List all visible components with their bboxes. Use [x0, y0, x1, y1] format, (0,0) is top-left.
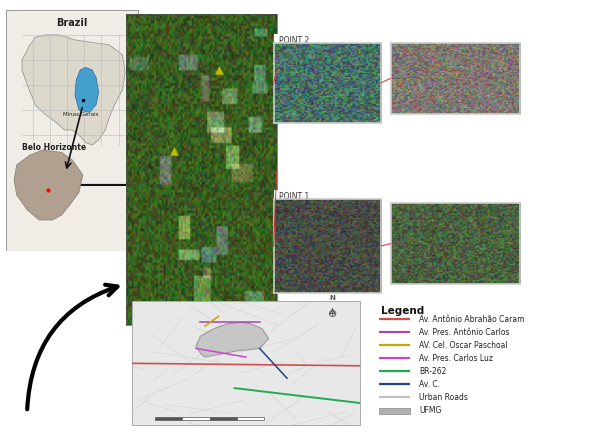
Text: Av. Pres. Carlos Luz: Av. Pres. Carlos Luz	[419, 353, 493, 362]
Text: Belo Horizonte: Belo Horizonte	[22, 143, 86, 152]
Bar	[210, 417, 237, 421]
Text: POINT 1: POINT 1	[279, 192, 309, 201]
Text: N: N	[330, 294, 335, 300]
Text: UFMG: UFMG	[419, 405, 442, 414]
Polygon shape	[22, 36, 125, 145]
Text: POINT 2: POINT 2	[279, 36, 309, 45]
Text: Minas Gerais: Minas Gerais	[63, 112, 98, 117]
Text: AV. Cel. Oscar Paschoal: AV. Cel. Oscar Paschoal	[419, 340, 508, 349]
Text: Legend: Legend	[381, 306, 424, 316]
Text: BR-262: BR-262	[419, 366, 446, 375]
Polygon shape	[196, 322, 269, 357]
Bar	[379, 408, 410, 414]
Text: Av. Antônio Abrahão Caram: Av. Antônio Abrahão Caram	[419, 315, 525, 323]
Bar	[155, 417, 182, 421]
Text: ⊕: ⊕	[328, 308, 337, 318]
Bar	[237, 417, 264, 421]
Text: Av. Pres. Antônio Carlos: Av. Pres. Antônio Carlos	[419, 327, 510, 336]
Polygon shape	[75, 68, 98, 113]
Polygon shape	[14, 151, 83, 220]
Text: Brazil: Brazil	[57, 18, 88, 28]
Text: Urban Roads: Urban Roads	[419, 392, 468, 401]
Text: Av. C.: Av. C.	[419, 379, 440, 388]
Bar	[182, 417, 210, 421]
